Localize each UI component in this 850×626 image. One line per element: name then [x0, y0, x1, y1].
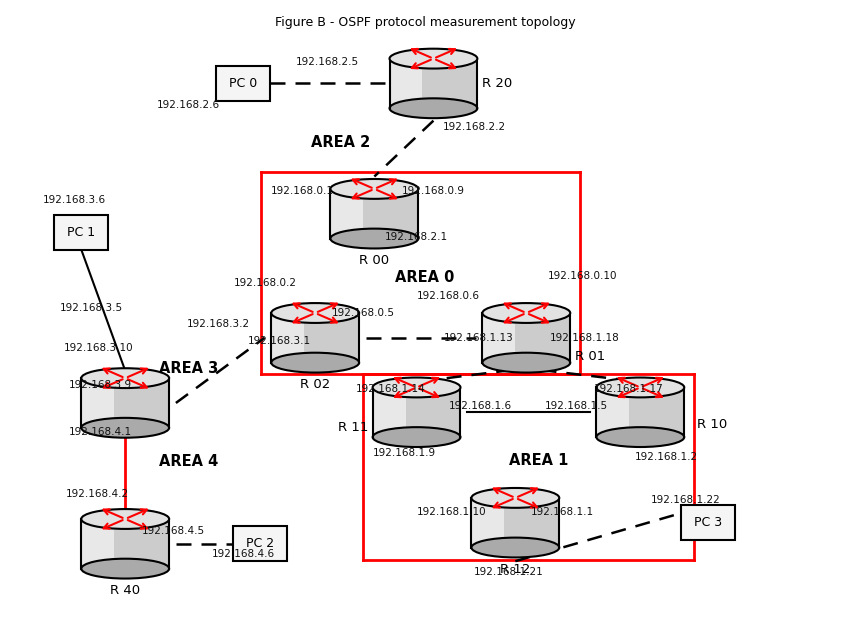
Polygon shape [82, 519, 169, 568]
Text: AREA 4: AREA 4 [159, 454, 218, 470]
Text: 192.168.4.5: 192.168.4.5 [142, 526, 205, 536]
Text: R 12: R 12 [500, 563, 530, 576]
Text: 192.168.3.5: 192.168.3.5 [60, 303, 123, 313]
Text: 192.168.3.6: 192.168.3.6 [43, 195, 106, 205]
Text: 192.168.1.21: 192.168.1.21 [474, 567, 544, 577]
Text: 192.168.2.6: 192.168.2.6 [157, 100, 220, 110]
Text: 192.168.0.9: 192.168.0.9 [401, 186, 464, 196]
Polygon shape [472, 498, 559, 548]
Ellipse shape [82, 558, 169, 578]
Ellipse shape [331, 179, 418, 199]
Text: 192.168.1.1: 192.168.1.1 [530, 506, 593, 516]
FancyBboxPatch shape [54, 215, 108, 250]
Text: 192.168.3.9: 192.168.3.9 [69, 380, 132, 390]
Text: PC 2: PC 2 [246, 537, 275, 550]
Text: 192.168.1.10: 192.168.1.10 [416, 506, 486, 516]
Text: 192.168.1.17: 192.168.1.17 [594, 384, 664, 394]
Polygon shape [389, 59, 478, 108]
Text: 192.168.3.1: 192.168.3.1 [247, 336, 311, 346]
Text: PC 0: PC 0 [230, 77, 258, 90]
Text: 192.168.1.18: 192.168.1.18 [550, 333, 620, 343]
Ellipse shape [331, 228, 418, 249]
Polygon shape [389, 59, 422, 108]
Text: 192.168.1.13: 192.168.1.13 [444, 333, 513, 343]
Polygon shape [372, 387, 461, 437]
Text: 192.168.1.5: 192.168.1.5 [545, 401, 608, 411]
Ellipse shape [271, 352, 360, 372]
Text: R 02: R 02 [300, 378, 331, 391]
Polygon shape [597, 387, 629, 437]
Text: R 40: R 40 [110, 584, 140, 597]
FancyBboxPatch shape [681, 505, 735, 540]
Polygon shape [82, 378, 169, 428]
Ellipse shape [82, 418, 169, 438]
Ellipse shape [389, 98, 478, 118]
Text: R 11: R 11 [338, 421, 368, 434]
Ellipse shape [597, 377, 684, 398]
Text: R 01: R 01 [575, 350, 605, 363]
Text: PC 1: PC 1 [67, 226, 95, 239]
Ellipse shape [271, 303, 360, 323]
Ellipse shape [483, 352, 570, 372]
Text: R 00: R 00 [360, 254, 389, 267]
Text: Figure B - OSPF protocol measurement topology: Figure B - OSPF protocol measurement top… [275, 16, 575, 29]
FancyBboxPatch shape [217, 66, 270, 101]
Ellipse shape [472, 538, 559, 558]
Text: 192.168.3.2: 192.168.3.2 [187, 319, 250, 329]
Polygon shape [597, 387, 684, 437]
Text: 192.168.0.1: 192.168.0.1 [271, 186, 334, 196]
Text: 192.168.4.2: 192.168.4.2 [66, 489, 129, 499]
Text: 192.168.0.2: 192.168.0.2 [234, 278, 298, 288]
Polygon shape [82, 378, 114, 428]
Text: AREA 2: AREA 2 [311, 135, 371, 150]
Polygon shape [483, 313, 570, 362]
Text: R 20: R 20 [482, 77, 512, 90]
Polygon shape [331, 189, 363, 239]
Text: 192.168.1.6: 192.168.1.6 [449, 401, 512, 411]
Text: AREA 3: AREA 3 [159, 361, 218, 376]
Text: 192.168.0.5: 192.168.0.5 [332, 308, 395, 318]
Text: 192.168.1.9: 192.168.1.9 [372, 448, 436, 458]
Ellipse shape [82, 368, 169, 388]
Ellipse shape [372, 427, 461, 447]
Ellipse shape [372, 377, 461, 398]
Ellipse shape [389, 49, 478, 68]
Text: 192.168.3.10: 192.168.3.10 [64, 344, 133, 353]
Text: AREA 1: AREA 1 [509, 453, 569, 468]
Text: 192.168.4.1: 192.168.4.1 [69, 427, 132, 437]
Text: AREA 0: AREA 0 [395, 270, 455, 284]
Ellipse shape [483, 303, 570, 323]
Ellipse shape [472, 488, 559, 508]
Text: 192.168.1.22: 192.168.1.22 [651, 495, 721, 505]
Text: 192.168.2.1: 192.168.2.1 [384, 232, 448, 242]
Text: 192.168.4.6: 192.168.4.6 [212, 549, 275, 559]
Polygon shape [82, 519, 114, 568]
Polygon shape [372, 387, 405, 437]
Text: 192.168.2.2: 192.168.2.2 [443, 122, 506, 132]
Polygon shape [271, 313, 360, 362]
Polygon shape [472, 498, 504, 548]
Text: 192.168.1.14: 192.168.1.14 [356, 384, 426, 394]
Text: 192.168.0.10: 192.168.0.10 [547, 271, 617, 281]
Ellipse shape [82, 509, 169, 529]
Ellipse shape [597, 427, 684, 447]
Text: PC 3: PC 3 [694, 516, 722, 529]
Text: 192.168.2.5: 192.168.2.5 [296, 58, 359, 68]
Polygon shape [483, 313, 515, 362]
Polygon shape [271, 313, 304, 362]
Text: R 10: R 10 [697, 418, 728, 431]
Text: 192.168.1.2: 192.168.1.2 [634, 452, 698, 462]
FancyBboxPatch shape [233, 526, 287, 561]
Text: 192.168.0.6: 192.168.0.6 [416, 290, 479, 300]
Polygon shape [331, 189, 418, 239]
